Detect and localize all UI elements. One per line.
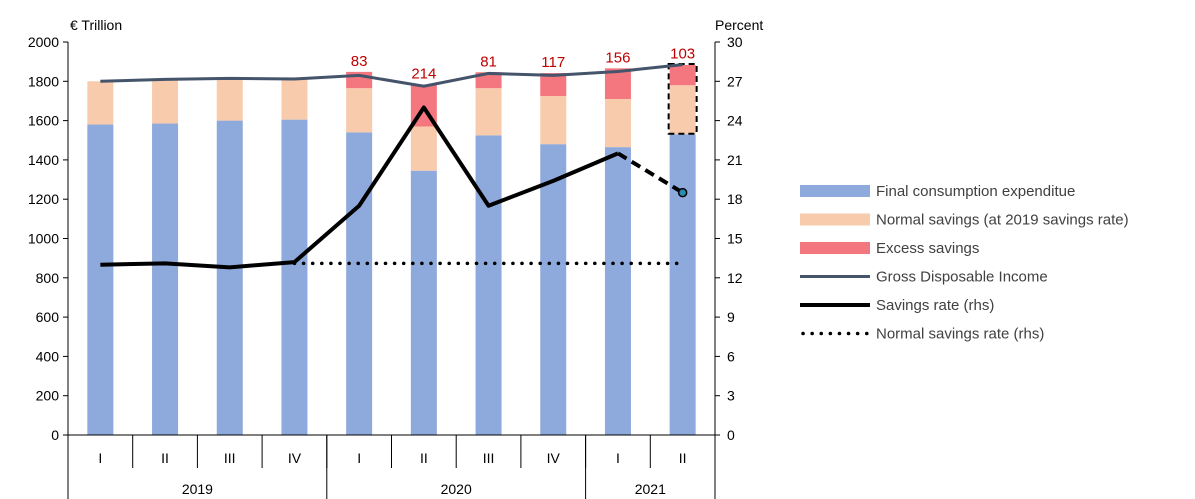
category-label: II bbox=[161, 450, 169, 466]
right-axis: 0 3 6 9 12 15 18 21 24 27 30 bbox=[714, 34, 743, 443]
stacked-bars bbox=[87, 62, 698, 436]
right-tick-label: 15 bbox=[727, 231, 743, 247]
right-tick-label: 24 bbox=[727, 113, 743, 129]
category-label: III bbox=[224, 450, 236, 466]
year-label: 2020 bbox=[441, 481, 472, 497]
series-lines bbox=[100, 63, 688, 270]
excess-savings-label: 81 bbox=[480, 53, 497, 70]
year-label: 2021 bbox=[635, 481, 666, 497]
legend-swatch bbox=[800, 185, 870, 197]
category-label: I bbox=[616, 450, 620, 466]
left-tick-label: 1600 bbox=[28, 113, 59, 129]
legend-swatch bbox=[800, 213, 870, 226]
left-axis: 0 200 400 600 800 1000 1200 1400 1600 1800 2000 bbox=[28, 34, 69, 443]
year-label: 2019 bbox=[182, 481, 213, 497]
excess-savings-label: 103 bbox=[670, 46, 695, 63]
right-tick-label: 30 bbox=[727, 34, 743, 50]
category-label: I bbox=[357, 450, 361, 466]
right-tick-label: 18 bbox=[727, 191, 743, 207]
left-tick-label: 1400 bbox=[28, 152, 59, 168]
right-tick-label: 12 bbox=[727, 270, 743, 286]
category-label: III bbox=[483, 450, 495, 466]
left-tick-label: 400 bbox=[36, 348, 60, 364]
bar-segment-1 bbox=[475, 135, 502, 435]
left-tick-label: 2000 bbox=[28, 34, 59, 50]
left-tick-label: 1000 bbox=[28, 231, 59, 247]
savings-rate-forecast-line bbox=[616, 151, 684, 195]
excess-savings-label: 83 bbox=[351, 53, 368, 70]
legend-label: Savings rate (rhs) bbox=[876, 297, 994, 314]
bar-segment-2 bbox=[87, 81, 114, 125]
left-tick-label: 1800 bbox=[28, 73, 59, 89]
legend-label: Gross Disposable Income bbox=[876, 269, 1048, 286]
category-label: I bbox=[98, 450, 102, 466]
bar-segment-2 bbox=[540, 96, 567, 145]
excess-savings-label: 156 bbox=[605, 49, 630, 66]
legend-label: Normal savings rate (rhs) bbox=[876, 326, 1044, 343]
bar-segment-2 bbox=[669, 85, 696, 135]
right-tick-label: 9 bbox=[727, 309, 735, 325]
left-tick-label: 800 bbox=[36, 270, 60, 286]
bar-segment-1 bbox=[604, 147, 631, 435]
bar-segment-1 bbox=[281, 119, 308, 436]
bar-segment-2 bbox=[410, 126, 437, 171]
right-tick-label: 3 bbox=[727, 388, 735, 404]
excess-savings-label: 214 bbox=[411, 65, 436, 82]
legend-swatch bbox=[800, 242, 870, 254]
bar-segment-2 bbox=[604, 98, 631, 148]
savings-rate-line bbox=[100, 105, 619, 270]
left-tick-label: 1200 bbox=[28, 191, 59, 207]
gdi-line bbox=[100, 63, 683, 88]
left-axis-title: € Trillion bbox=[70, 17, 122, 33]
legend: Final consumption expenditue Normal savin… bbox=[800, 183, 1129, 343]
bar-segment-2 bbox=[216, 77, 243, 121]
category-label: IV bbox=[547, 450, 561, 466]
highlight-box bbox=[667, 62, 698, 135]
bar-segment-1 bbox=[216, 120, 243, 435]
excess-labels: 83 214 81 117 156 103 bbox=[351, 46, 695, 83]
excess-savings-label: 117 bbox=[541, 54, 565, 71]
bar-segment-1 bbox=[669, 134, 696, 436]
left-tick-label: 0 bbox=[51, 427, 59, 443]
bar-segment-1 bbox=[410, 170, 437, 435]
category-label: II bbox=[420, 450, 428, 466]
bar-segment-3 bbox=[540, 73, 567, 97]
right-tick-label: 6 bbox=[727, 348, 735, 364]
category-label: II bbox=[679, 450, 687, 466]
category-label: IV bbox=[288, 450, 302, 466]
right-tick-label: 0 bbox=[727, 427, 735, 443]
bar-segment-2 bbox=[152, 80, 179, 124]
bar-segment-2 bbox=[346, 88, 373, 133]
bar-segment-3 bbox=[669, 64, 696, 86]
left-tick-label: 200 bbox=[36, 388, 60, 404]
bar-segment-1 bbox=[540, 144, 567, 435]
bar-segment-1 bbox=[152, 123, 179, 436]
left-tick-label: 600 bbox=[36, 309, 60, 325]
bar-segment-1 bbox=[346, 132, 373, 435]
right-axis-title: Percent bbox=[715, 17, 763, 33]
bar-segment-1 bbox=[87, 124, 114, 435]
legend-label: Excess savings bbox=[876, 240, 979, 257]
bar-segment-2 bbox=[475, 88, 502, 136]
right-tick-label: 27 bbox=[727, 73, 743, 89]
bar-segment-2 bbox=[281, 77, 308, 120]
right-tick-label: 21 bbox=[727, 152, 743, 168]
legend-label: Normal savings (at 2019 savings rate) bbox=[876, 212, 1129, 229]
legend-label: Final consumption expenditue bbox=[876, 183, 1075, 200]
savings-rate-end-marker bbox=[677, 187, 688, 198]
